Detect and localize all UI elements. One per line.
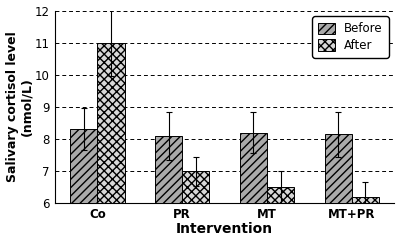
Bar	[70, 129, 97, 203]
Bar	[240, 133, 267, 203]
Bar	[325, 134, 352, 203]
Y-axis label: Salivary cortisol level
(nmol/L): Salivary cortisol level (nmol/L)	[6, 31, 34, 182]
X-axis label: Intervention: Intervention	[176, 222, 273, 236]
Legend: Before, After: Before, After	[312, 16, 388, 58]
Bar	[155, 136, 182, 203]
Bar	[352, 197, 379, 203]
Bar	[182, 171, 209, 203]
Bar	[267, 187, 294, 203]
Bar	[97, 43, 124, 203]
